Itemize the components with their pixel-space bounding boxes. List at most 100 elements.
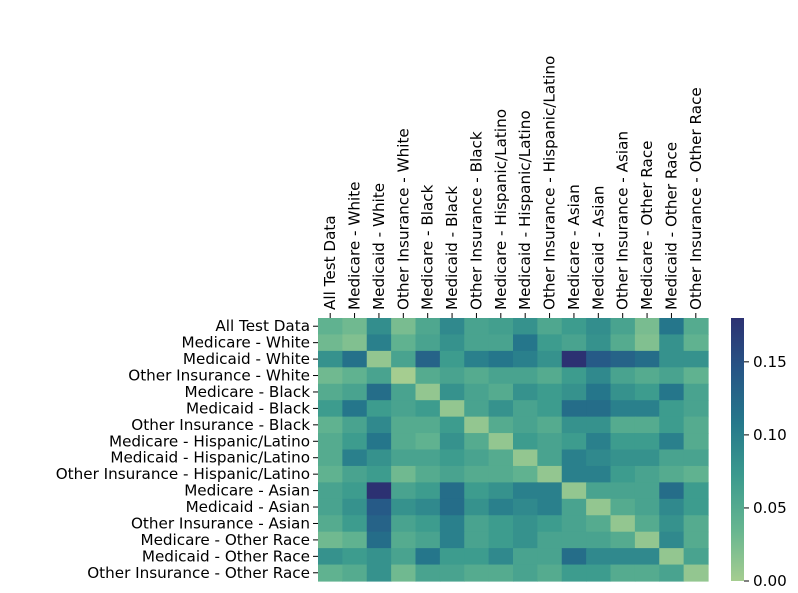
- heatmap-cell: [464, 400, 490, 418]
- heatmap-cell: [342, 416, 368, 434]
- heatmap-cell: [439, 383, 465, 401]
- heatmap-cell: [513, 416, 538, 434]
- heatmap-cell: [391, 400, 417, 418]
- heatmap-cell: [634, 449, 660, 467]
- heatmap-cell: [415, 531, 441, 549]
- heatmap-cell: [488, 433, 514, 451]
- heatmap-cell: [366, 548, 392, 566]
- y-tick-label: Other Insurance - Asian: [131, 514, 310, 532]
- heatmap-cell: [415, 449, 441, 467]
- heatmap-cell: [366, 531, 392, 549]
- x-tick-label: Medicaid - White: [370, 183, 388, 310]
- heatmap-cell: [513, 367, 538, 385]
- heatmap-cell: [415, 400, 441, 418]
- heatmap-cell: [537, 383, 563, 401]
- heatmap-cell: [342, 334, 368, 352]
- heatmap-cell: [537, 531, 563, 549]
- y-tick-label: Medicaid - White: [183, 350, 310, 368]
- heatmap-cell: [586, 350, 612, 368]
- heatmap-cell: [537, 400, 563, 418]
- heatmap-cell: [634, 515, 660, 533]
- heatmap-cell: [634, 350, 660, 368]
- heatmap-cell: [561, 416, 587, 434]
- y-tick-label: Medicare - Black: [185, 383, 311, 401]
- heatmap-cell: [659, 334, 685, 352]
- heatmap-cell: [683, 531, 709, 549]
- colorbar-gradient: [731, 318, 744, 581]
- heatmap-cell: [464, 548, 490, 566]
- heatmap-cell: [659, 433, 685, 451]
- heatmap-cell: [537, 334, 563, 352]
- heatmap-cell: [586, 318, 612, 336]
- heatmap-cell: [439, 465, 465, 483]
- heatmap-cell: [318, 449, 343, 467]
- heatmap-cell: [586, 416, 612, 434]
- heatmap-cell: [634, 400, 660, 418]
- heatmap-cell: [318, 416, 343, 434]
- heatmap-cell: [683, 548, 709, 566]
- heatmap-cell: [610, 318, 636, 336]
- heatmap-cell: [610, 416, 636, 434]
- heatmap-cell: [366, 564, 392, 582]
- heatmap-cell: [464, 515, 490, 533]
- heatmap-cell: [586, 482, 612, 500]
- heatmap-cell: [561, 531, 587, 549]
- x-tick-label: Medicaid - Black: [443, 186, 461, 310]
- heatmap-cell: [586, 548, 612, 566]
- y-tick-label: Medicare - Hispanic/Latino: [109, 432, 310, 450]
- heatmap-cell: [415, 383, 441, 401]
- heatmap-cell: [342, 383, 368, 401]
- heatmap-cell: [488, 449, 514, 467]
- heatmap-cell: [366, 400, 392, 418]
- heatmap-cell: [488, 367, 514, 385]
- heatmap-cell: [366, 383, 392, 401]
- heatmap-cell: [634, 433, 660, 451]
- heatmap-cell: [659, 400, 685, 418]
- heatmap-cell: [366, 515, 392, 533]
- heatmap-cell: [561, 482, 587, 500]
- y-tick-label: Other Insurance - White: [128, 367, 310, 385]
- heatmap-cell: [439, 449, 465, 467]
- heatmap-cell: [391, 367, 417, 385]
- heatmap-cell: [683, 564, 709, 582]
- heatmap-cell: [342, 367, 368, 385]
- heatmap-cell: [561, 433, 587, 451]
- heatmap-cell: [683, 318, 709, 336]
- heatmap-cell: [464, 433, 490, 451]
- heatmap-cell: [318, 350, 343, 368]
- heatmap-cell: [415, 548, 441, 566]
- heatmap-cell: [610, 564, 636, 582]
- heatmap-cell: [488, 334, 514, 352]
- heatmap-cell: [683, 416, 709, 434]
- heatmap-cell: [342, 531, 368, 549]
- heatmap-cell: [342, 564, 368, 582]
- heatmap-cell: [391, 334, 417, 352]
- heatmap-cell: [391, 383, 417, 401]
- heatmap-cell: [659, 367, 685, 385]
- heatmap-cell: [488, 515, 514, 533]
- heatmap-cell: [488, 318, 514, 336]
- heatmap-cell: [439, 482, 465, 500]
- heatmap-cell: [610, 383, 636, 401]
- heatmap-cell: [683, 515, 709, 533]
- heatmap-cell: [634, 383, 660, 401]
- heatmap-cell: [513, 564, 538, 582]
- heatmap-cell: [366, 416, 392, 434]
- heatmap-cell: [634, 482, 660, 500]
- heatmap-cell: [610, 548, 636, 566]
- heatmap-cell: [391, 531, 417, 549]
- colorbar: [731, 318, 744, 581]
- heatmap-cell: [513, 515, 538, 533]
- heatmap-cell: [586, 564, 612, 582]
- heatmap-cell: [318, 318, 343, 336]
- heatmap-cell: [439, 350, 465, 368]
- heatmap-cell: [513, 383, 538, 401]
- heatmap-cell: [318, 564, 343, 582]
- y-tick-label: Other Insurance - Black: [131, 416, 310, 434]
- heatmap-cell: [537, 433, 563, 451]
- heatmap-cell: [439, 548, 465, 566]
- heatmap-cell: [683, 350, 709, 368]
- heatmap-cell: [659, 548, 685, 566]
- heatmap-cell: [610, 482, 636, 500]
